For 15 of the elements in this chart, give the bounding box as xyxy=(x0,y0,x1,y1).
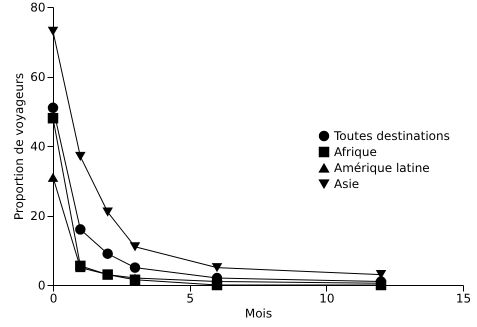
y-tick-label: 80 xyxy=(30,0,46,14)
x-tick-label: 5 xyxy=(186,292,194,306)
legend-label: Amérique latine xyxy=(334,161,430,175)
y-tick-label: 20 xyxy=(30,209,46,223)
y-tick-label: 40 xyxy=(30,140,46,154)
legend-label: Asie xyxy=(334,177,360,191)
x-tick-label: 0 xyxy=(50,292,58,306)
x-axis-title: Mois xyxy=(244,306,272,320)
x-tick-label: 15 xyxy=(456,292,472,306)
y-tick-label: 60 xyxy=(30,70,46,84)
y-axis-title: Proportion de voyageurs xyxy=(12,72,26,220)
x-tick-label: 10 xyxy=(319,292,334,306)
legend-label: Toutes destinations xyxy=(333,129,450,143)
legend-label: Afrique xyxy=(334,145,377,159)
y-tick-label: 0 xyxy=(38,278,46,292)
